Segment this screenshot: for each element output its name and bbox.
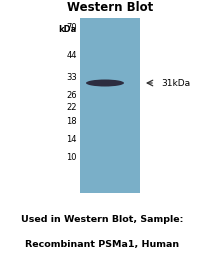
Text: 14: 14 [66,136,77,145]
Text: 33: 33 [66,73,77,83]
Text: 22: 22 [66,104,77,113]
Text: 44: 44 [66,51,77,60]
Text: Recombinant PSMa1, Human: Recombinant PSMa1, Human [25,240,179,250]
Text: 31kDa: 31kDa [160,78,189,87]
Text: Western Blot: Western Blot [67,1,152,14]
Bar [80,18,139,193]
Ellipse shape [86,79,123,86]
Text: 18: 18 [66,118,77,126]
Text: Used in Western Blot, Sample:: Used in Western Blot, Sample: [21,216,183,224]
Text: kDa: kDa [59,25,77,34]
Text: 10: 10 [66,153,77,163]
Text: 26: 26 [66,91,77,100]
Text: 70: 70 [66,23,77,33]
